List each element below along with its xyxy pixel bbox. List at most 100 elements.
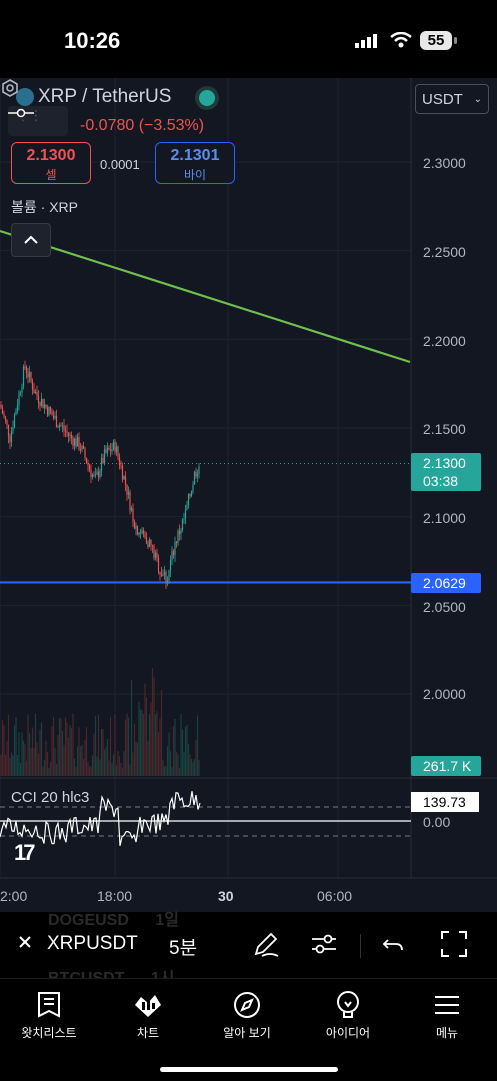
y-axis-label: 2.0000: [423, 686, 466, 702]
volume-bar: [100, 729, 103, 776]
chart-canvas[interactable]: XRP / TetherUS ⋮⋮ -0.0780 (−3.53%) 2.130…: [0, 78, 497, 912]
candle-body: [73, 438, 76, 446]
candle-body: [22, 366, 25, 387]
candle-body: [162, 575, 164, 577]
volume-bar: [91, 755, 94, 776]
volume-bar: [13, 725, 16, 776]
volume-bar: [94, 715, 97, 776]
candle-body: [112, 441, 115, 450]
symbol-title[interactable]: XRP / TetherUS: [38, 86, 172, 107]
volume-bar: [66, 722, 68, 776]
volume-bar: [171, 767, 173, 776]
candle-body: [15, 410, 17, 415]
volume-value-tag: 261.7 K: [411, 756, 481, 776]
volume-bar: [124, 719, 127, 776]
symbol-search-button[interactable]: XRPUSDT: [47, 933, 138, 954]
volume-bar: [165, 765, 167, 776]
candle-body: [30, 371, 32, 382]
volume-bar: [198, 759, 200, 776]
menu-icon: [435, 996, 459, 1014]
candle-body: [189, 494, 191, 497]
close-icon[interactable]: [17, 934, 33, 950]
volume-bar: [196, 715, 199, 776]
volume-bar: [9, 757, 11, 776]
chart-svg[interactable]: [0, 78, 497, 912]
candle-body: [154, 552, 157, 558]
volume-bar: [156, 711, 158, 776]
bottom-toolbar: DOGEUSD 1일 BTCUSDT 1시 XRPUSDT 5분: [0, 912, 497, 987]
candle-body: [157, 557, 160, 572]
candle-body: [151, 545, 154, 547]
tab-chart[interactable]: 차트: [100, 989, 196, 1041]
buy-price: 2.1301: [170, 147, 220, 164]
tab-explore[interactable]: 알아 보기: [199, 989, 295, 1041]
buy-button[interactable]: 2.1301 바이: [155, 142, 235, 184]
volume-bar: [154, 714, 157, 776]
candle-body: [195, 471, 197, 477]
volume-bar: [60, 718, 62, 776]
candle-body: [192, 484, 194, 492]
volume-bar: [3, 725, 5, 776]
candle-body: [153, 546, 155, 558]
candle-body: [31, 381, 34, 390]
volume-bar: [39, 729, 41, 776]
volume-bar: [130, 680, 133, 776]
watchlist-ghost-row: DOGEUSD 1일: [48, 906, 179, 930]
undo-icon[interactable]: [382, 930, 406, 958]
tab-ideas[interactable]: 아이디어: [300, 989, 396, 1041]
candle-body: [103, 449, 106, 464]
candle-body: [87, 463, 89, 466]
candle-body: [6, 420, 8, 425]
cci-indicator-label[interactable]: CCI 20 hlc3: [11, 789, 90, 806]
candle-body: [198, 466, 200, 474]
toggle-legend-icon[interactable]: [8, 106, 34, 120]
volume-bar: [81, 745, 83, 776]
sell-button[interactable]: 2.1300 셀: [11, 142, 91, 184]
drawing-pen-icon[interactable]: [252, 930, 280, 958]
volume-bar: [54, 748, 56, 776]
volume-bar: [30, 748, 32, 776]
price-change: -0.0780 (−3.53%): [80, 117, 205, 134]
battery-icon: 55: [420, 31, 452, 50]
volume-bar: [126, 713, 128, 776]
volume-bar: [135, 741, 137, 776]
volume-indicator-label[interactable]: 볼륨 · XRP: [11, 199, 78, 215]
candle-body: [93, 474, 95, 476]
candle-body: [51, 411, 53, 416]
candle-body: [159, 571, 161, 574]
tab-watchlist[interactable]: 왓치리스트: [1, 989, 97, 1041]
collapse-indicators-button[interactable]: [11, 223, 51, 257]
candle-body: [132, 508, 134, 522]
currency-select[interactable]: USDT ⌄: [415, 84, 489, 114]
candle-body: [193, 471, 196, 485]
legend-drag-handle[interactable]: ⋮⋮: [8, 106, 68, 136]
lightbulb-icon: [337, 991, 359, 1018]
chart-settings-icon[interactable]: [0, 78, 20, 98]
volume-bar: [163, 766, 166, 776]
volume-bar: [96, 756, 98, 776]
sell-price: 2.1300: [26, 147, 76, 164]
volume-bar: [61, 730, 64, 776]
cci-zero-label: 0.00: [423, 814, 451, 830]
volume-bar: [27, 714, 29, 776]
candle-body: [99, 471, 101, 478]
candle-body: [69, 434, 71, 436]
candle-body: [94, 474, 97, 476]
indicators-icon[interactable]: [310, 930, 338, 958]
candle-body: [45, 404, 47, 408]
spread-value: 0.0001: [100, 157, 140, 172]
tab-menu[interactable]: 메뉴: [399, 989, 495, 1041]
volume-bar: [112, 754, 115, 776]
candle-body: [21, 386, 23, 393]
cci-value-tag: 139.73: [411, 792, 479, 812]
volume-bar: [109, 717, 112, 776]
candle-body: [1, 408, 4, 414]
tradingview-logo: 17: [14, 840, 36, 865]
volume-bar: [63, 745, 65, 776]
candle-body: [130, 508, 133, 511]
volume-bar: [40, 722, 43, 776]
fullscreen-icon[interactable]: [440, 930, 468, 958]
volume-bar: [97, 714, 100, 776]
interval-button[interactable]: 5분: [169, 938, 198, 959]
candle-body: [64, 430, 67, 432]
